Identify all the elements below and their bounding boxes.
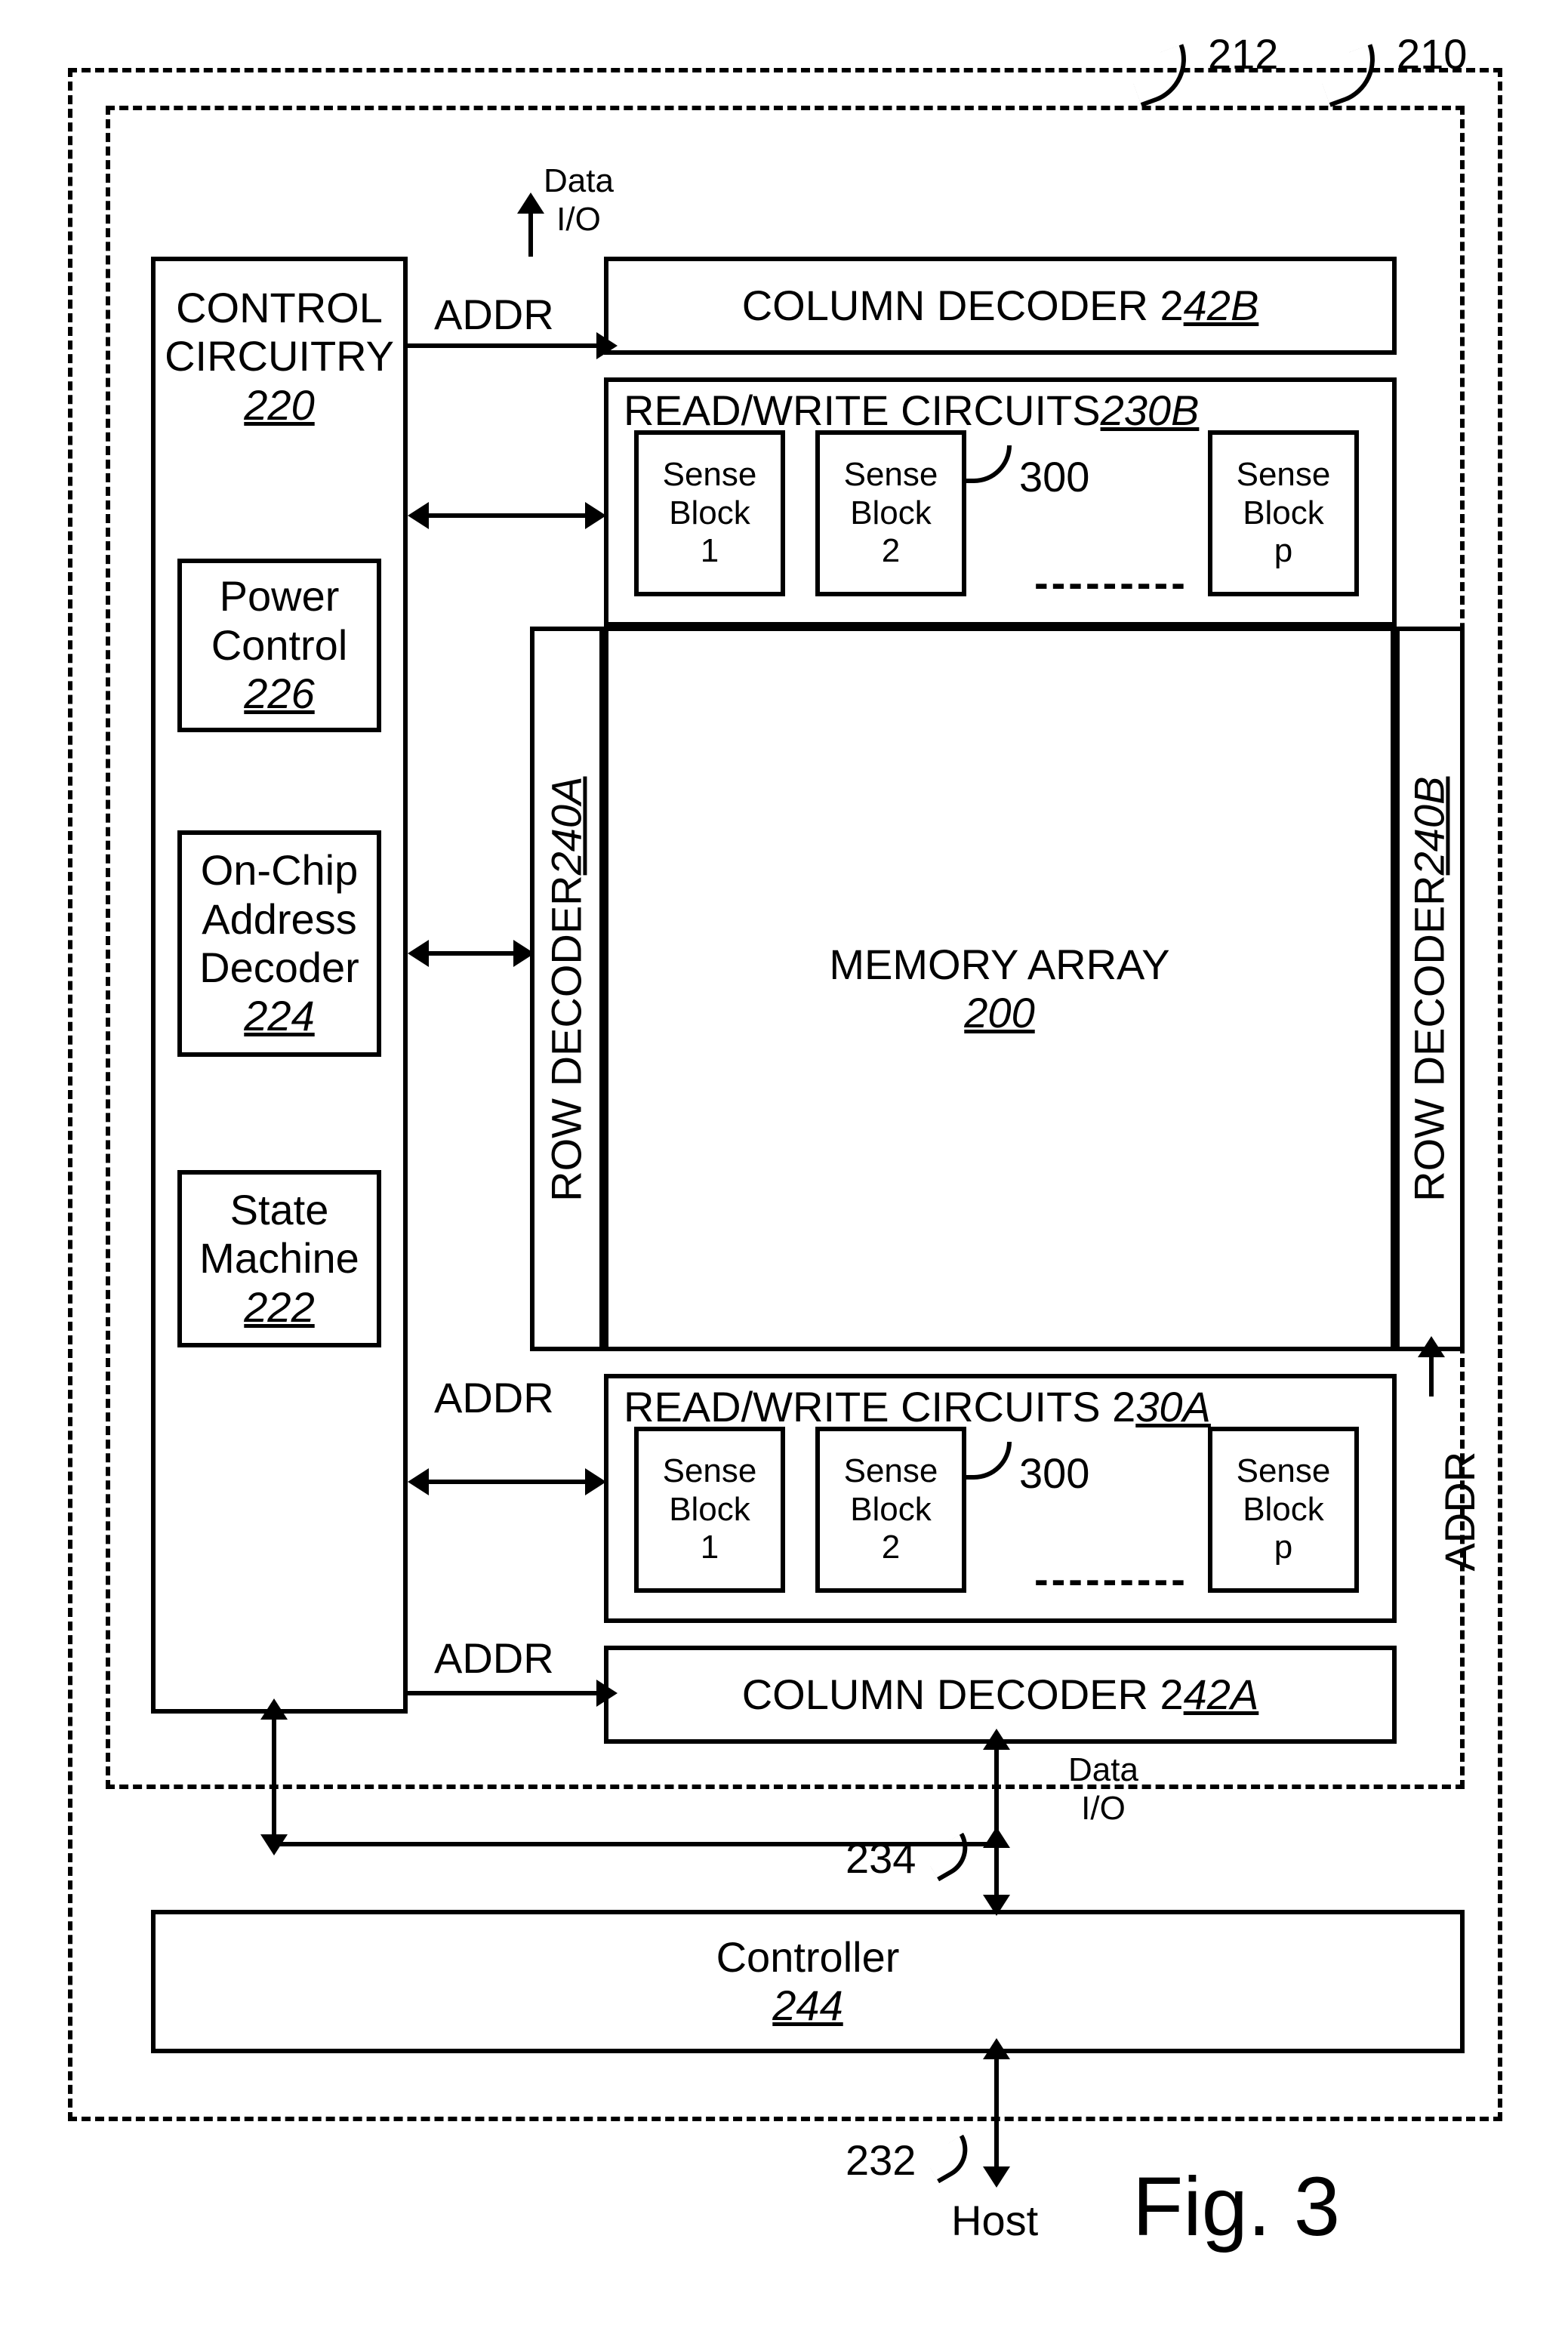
sense-block-bot-1: Sense Block 1 [634, 1427, 785, 1593]
data-io-bot-label: Data I/O [1068, 1751, 1138, 1828]
data-io-top-label: Data I/O [544, 162, 614, 239]
control-title: CONTROL CIRCUITRY [165, 284, 394, 381]
addr-right-line [1429, 1351, 1434, 1397]
rowdec-left-ref: 240A [543, 776, 591, 875]
bus-232 [994, 2053, 999, 2182]
addr-bot-line [408, 1691, 604, 1695]
onchip-decoder-block: On-Chip Address Decoder 224 [177, 830, 381, 1057]
addr-right-label: ADDR [1436, 1452, 1484, 1572]
sense-block-top-1: Sense Block 1 [634, 430, 785, 596]
controller-block: Controller 244 [151, 1910, 1465, 2053]
rw-bot-title: READ/WRITE CIRCUITS 230A [624, 1383, 1211, 1431]
addr-top-line [408, 343, 604, 348]
addr-top-label: ADDR [434, 291, 554, 339]
power-label: Power Control [211, 572, 348, 670]
figure-label: Fig. 3 [1132, 2159, 1340, 2255]
control-ref: 220 [244, 381, 314, 430]
mem-ref: 200 [964, 989, 1034, 1037]
memory-array-block: MEMORY ARRAY 200 [604, 627, 1395, 1351]
sense-block-bot-p: Sense Block p [1208, 1427, 1359, 1593]
sm-label: State Machine [199, 1186, 359, 1283]
row-decoder-left: ROW DECODER 240A [530, 627, 604, 1351]
column-decoder-top: COLUMN DECODER 242B [604, 257, 1397, 355]
callout-234: 234 [846, 1834, 916, 1883]
controller-ref: 244 [772, 1982, 843, 2030]
addr-lower-left-label: ADDR [434, 1374, 554, 1422]
rowdec-right-ref: 240B [1406, 776, 1454, 875]
sense-block-top-2: Sense Block 2 [815, 430, 966, 596]
addr-bottom-label: ADDR [434, 1634, 554, 1683]
rw-top-conn [423, 513, 589, 518]
bus-v-left [272, 1714, 276, 1842]
onchip-label: On-Chip Address Decoder [199, 846, 359, 992]
rowdec-right-label: ROW DECODER [1406, 875, 1454, 1201]
dots-top: --------- [1034, 559, 1188, 607]
power-control-block: Power Control 226 [177, 559, 381, 732]
sense-block-top-p: Sense Block p [1208, 430, 1359, 596]
rw-top-title: READ/WRITE CIRCUITS 230B [624, 386, 1199, 435]
row-decoder-right: ROW DECODER 240B [1395, 627, 1465, 1351]
onchip-ref: 224 [244, 992, 314, 1040]
figure-canvas: 212 210 CONTROL CIRCUITRY 220 Power Cont… [0, 0, 1568, 2325]
rw-bot-conn [423, 1480, 589, 1484]
sm-ref: 222 [244, 1283, 314, 1332]
rowdec-left-label: ROW DECODER [543, 875, 591, 1201]
state-machine-block: State Machine 222 [177, 1170, 381, 1347]
coldec-bot-label: COLUMN DECODER 2 [742, 1671, 1184, 1719]
callout-232: 232 [846, 2136, 916, 2185]
rowdec-left-conn [423, 951, 517, 956]
coldec-top-label: COLUMN DECODER 2 [742, 282, 1184, 330]
coldec-bot-ref: 42A [1184, 1671, 1259, 1719]
arrow-dataio-top [528, 211, 533, 257]
dots-bot: --------- [1034, 1555, 1188, 1603]
controller-title: Controller [716, 1933, 900, 1982]
mem-title: MEMORY ARRAY [829, 941, 1169, 989]
coldec-top-ref: 42B [1184, 282, 1259, 330]
power-ref: 226 [244, 670, 314, 718]
sense-block-bot-2: Sense Block 2 [815, 1427, 966, 1593]
host-label: Host [951, 2197, 1038, 2245]
